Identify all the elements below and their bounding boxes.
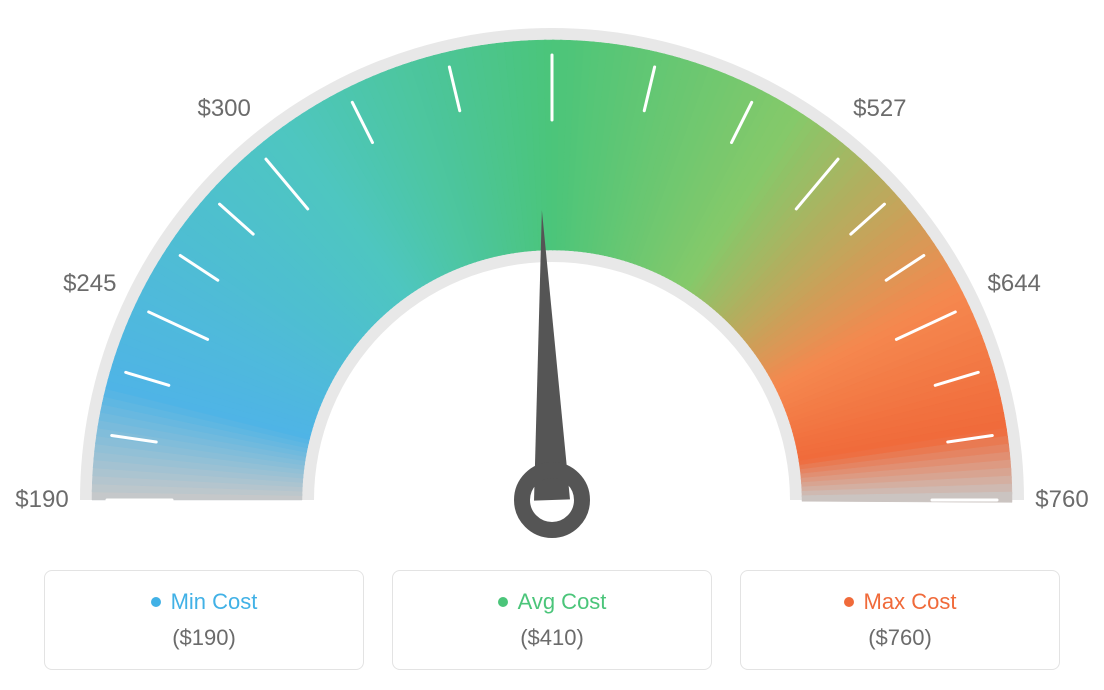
- gauge-tick-label: $527: [853, 95, 906, 123]
- legend-card-avg: Avg Cost ($410): [392, 570, 712, 670]
- gauge-tick-label: $245: [63, 270, 116, 298]
- legend-title-avg-text: Avg Cost: [518, 589, 607, 615]
- legend-dot-max: [844, 597, 854, 607]
- legend-title-min-text: Min Cost: [171, 589, 258, 615]
- legend-dot-min: [151, 597, 161, 607]
- legend-value-max: ($760): [868, 625, 932, 651]
- legend-title-avg: Avg Cost: [498, 589, 607, 615]
- legend-card-min: Min Cost ($190): [44, 570, 364, 670]
- legend-title-max-text: Max Cost: [864, 589, 957, 615]
- gauge-tick-label: $410: [525, 0, 578, 4]
- legend-card-max: Max Cost ($760): [740, 570, 1060, 670]
- gauge-tick-label: $760: [1035, 486, 1088, 514]
- gauge-chart: $190 $245 $300 $410 $527 $644 $760: [0, 0, 1104, 560]
- gauge-svg: [0, 0, 1104, 560]
- legend-dot-avg: [498, 597, 508, 607]
- legend-value-avg: ($410): [520, 625, 584, 651]
- legend-title-max: Max Cost: [844, 589, 957, 615]
- legend: Min Cost ($190) Avg Cost ($410) Max Cost…: [0, 570, 1104, 670]
- legend-value-min: ($190): [172, 625, 236, 651]
- legend-title-min: Min Cost: [151, 589, 258, 615]
- gauge-tick-label: $644: [988, 270, 1041, 298]
- gauge-tick-label: $190: [15, 486, 68, 514]
- gauge-tick-label: $300: [197, 95, 250, 123]
